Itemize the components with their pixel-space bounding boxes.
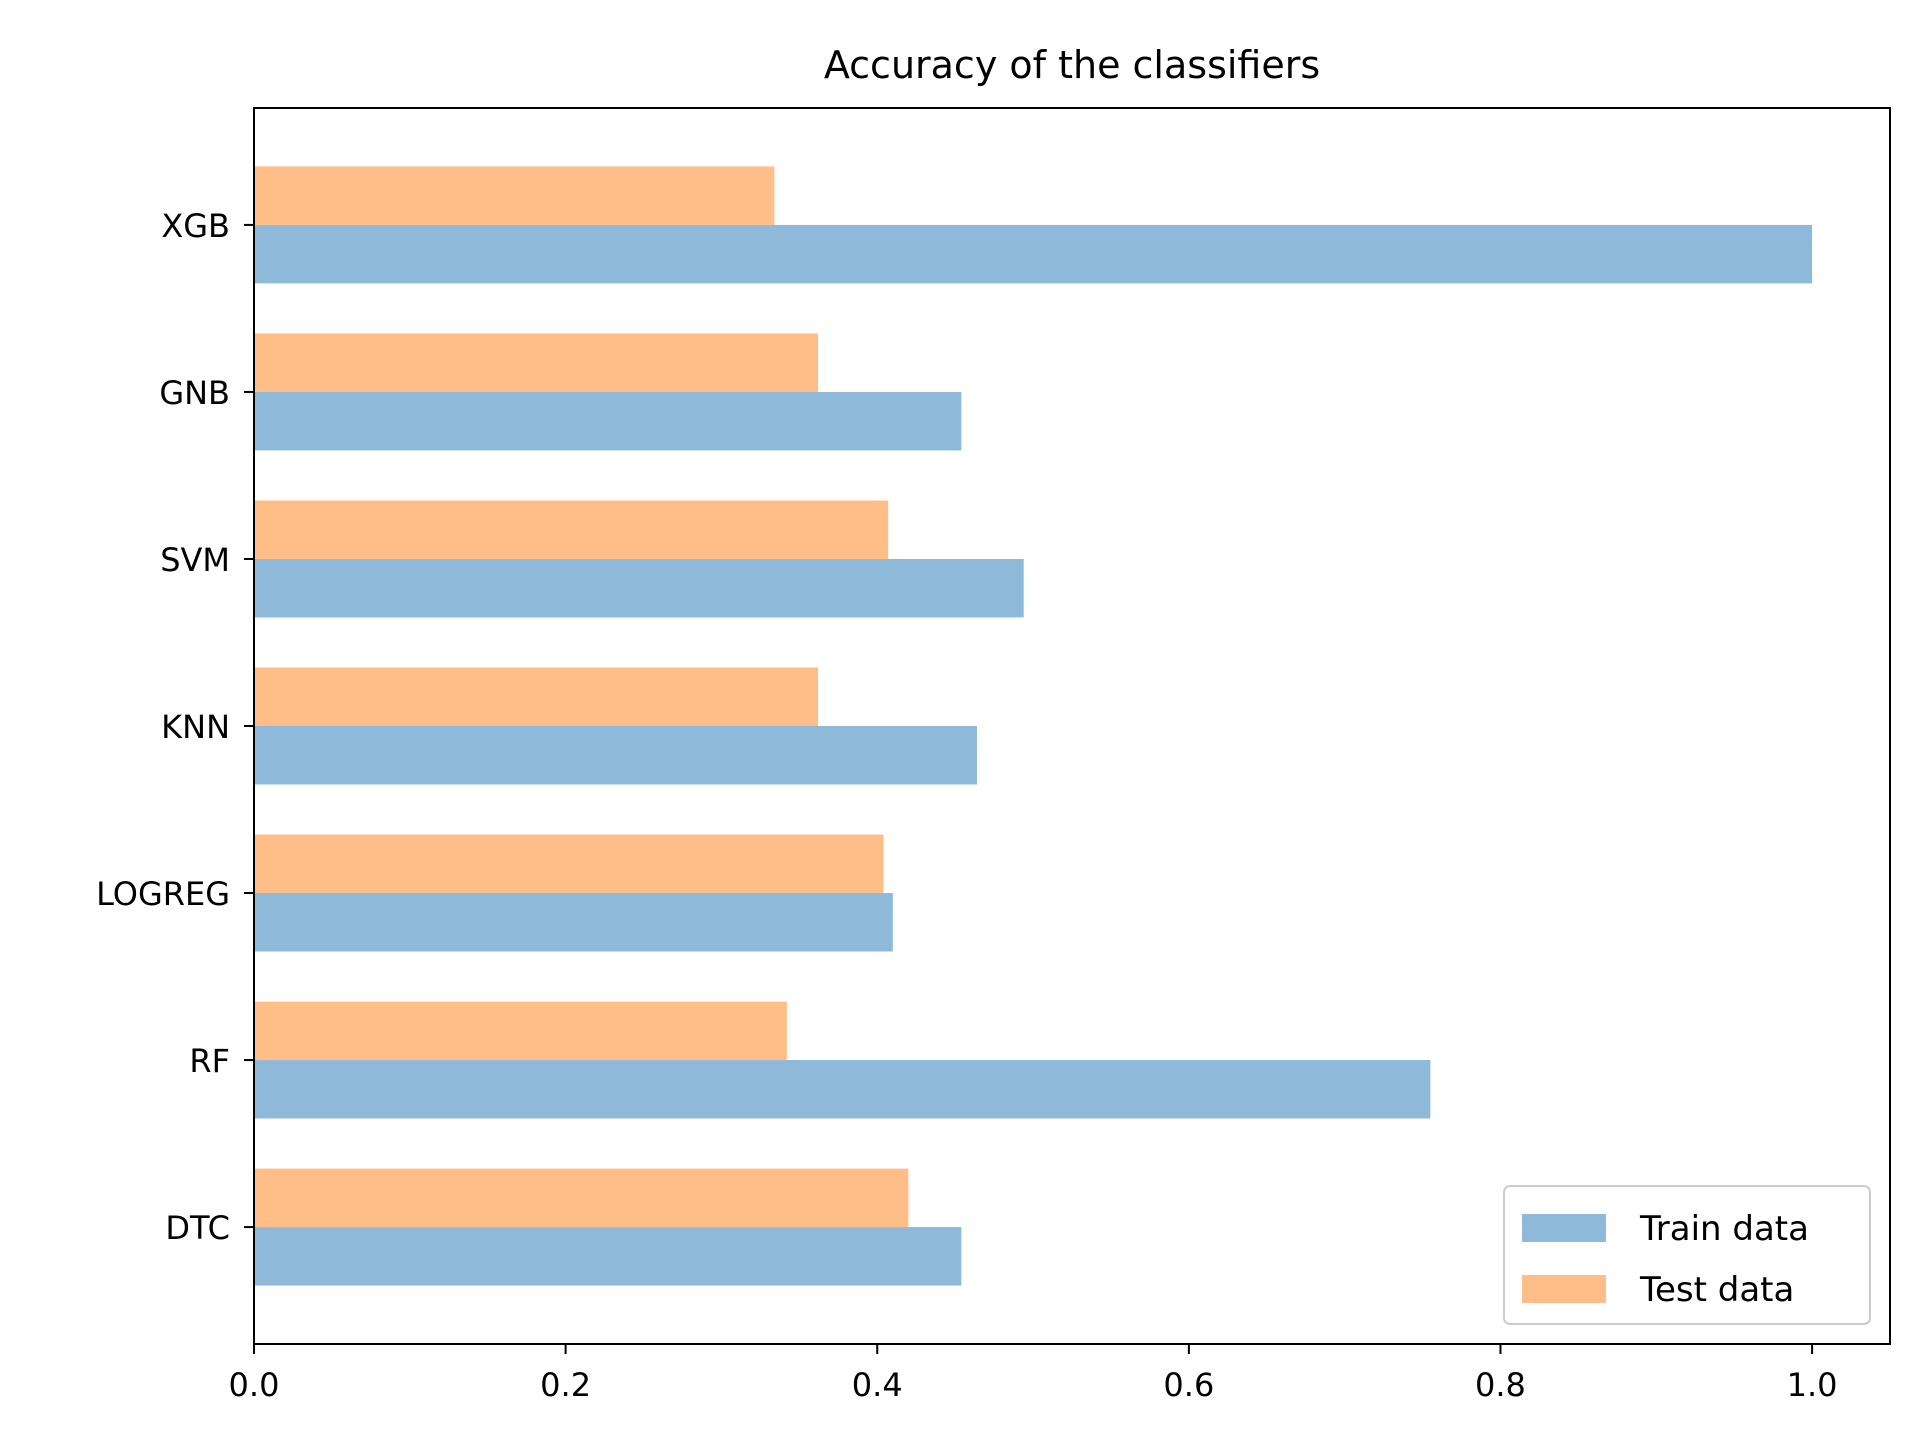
bar-test-knn [254, 667, 819, 726]
x-tick-label: 0.6 [1163, 1366, 1214, 1404]
y-tick-label: XGB [161, 207, 230, 245]
legend-label-train: Train data [1639, 1209, 1809, 1249]
bar-train-svm [254, 558, 1024, 618]
x-tick-label: 1.0 [1787, 1366, 1838, 1404]
x-tick-label: 0.4 [852, 1366, 903, 1404]
y-tick-label: DTC [165, 1209, 230, 1247]
legend-label-test: Test data [1639, 1270, 1794, 1310]
bar-train-dtc [254, 1227, 962, 1286]
axes-frame [253, 107, 1891, 1345]
bar-train-logreg [254, 893, 893, 952]
x-axis-ticks: 0.0 0.2 0.4 0.6 0.8 1.0 [229, 1344, 1838, 1404]
y-tick-label: KNN [161, 708, 230, 746]
y-tick-label: RF [189, 1042, 230, 1080]
y-tick-label: LOGREG [96, 875, 230, 913]
bar-test-gnb [254, 333, 819, 392]
bars-group [254, 166, 1813, 1286]
legend-swatch-train [1522, 1214, 1606, 1242]
bar-test-svm [254, 500, 889, 559]
y-tick-label: GNB [159, 374, 230, 412]
x-tick-label: 0.8 [1475, 1366, 1526, 1404]
bar-train-xgb [254, 224, 1813, 284]
legend-swatch-test [1522, 1275, 1606, 1303]
bar-test-rf [254, 1001, 787, 1061]
chart-title: Accuracy of the classifiers [824, 43, 1320, 87]
bar-train-gnb [254, 391, 962, 451]
y-tick-label: SVM [160, 541, 230, 579]
bar-train-knn [254, 726, 977, 785]
bar-train-rf [254, 1060, 1431, 1119]
x-tick-label: 0.2 [540, 1366, 591, 1404]
bar-test-dtc [254, 1168, 909, 1228]
bar-test-xgb [254, 166, 775, 225]
y-axis-ticks: DTC RF LOGREG KNN SVM GNB XGB [96, 207, 254, 1247]
x-tick-label: 0.0 [229, 1366, 280, 1404]
bar-test-logreg [254, 834, 884, 894]
legend: Train data Test data [1503, 1185, 1871, 1325]
